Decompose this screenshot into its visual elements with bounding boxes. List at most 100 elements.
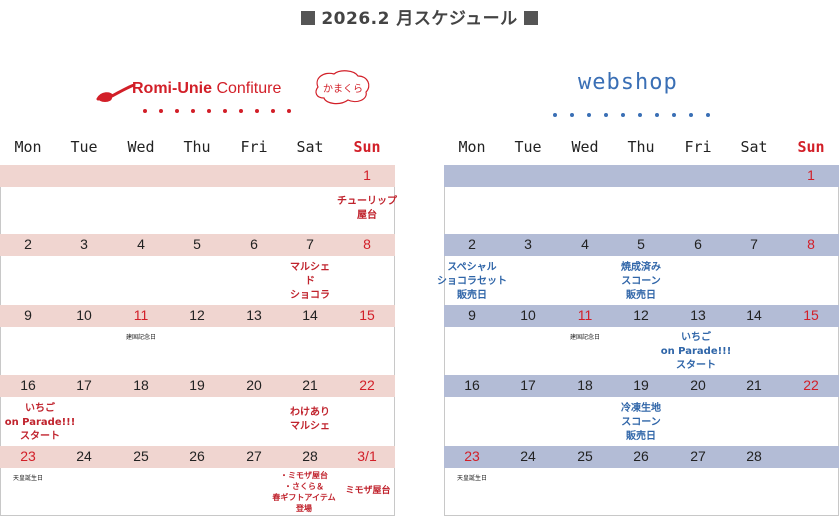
- spoon-icon: [96, 84, 136, 102]
- date-cell: 1: [807, 167, 815, 183]
- date-cell: 14: [302, 307, 318, 323]
- date-cell: 28: [746, 448, 762, 464]
- date-cell: 10: [76, 307, 92, 323]
- date-cell: 6: [694, 236, 702, 252]
- week-row: [0, 165, 395, 187]
- dow-sat: Sat: [296, 138, 324, 156]
- dow-sun: Sun: [797, 138, 825, 156]
- dow-fri: Fri: [240, 138, 268, 156]
- date-cell: 15: [803, 307, 819, 323]
- date-cell: 17: [76, 377, 92, 393]
- page-title: 2026.2 月スケジュール: [0, 4, 839, 29]
- date-cell: 21: [302, 377, 318, 393]
- date-cell: 6: [250, 236, 258, 252]
- brand-name-bold: Romi-Unie: [132, 80, 212, 97]
- date-cell: 20: [690, 377, 706, 393]
- event-text: ・ミモザ屋台 ・さくら＆ 春ギフトアイテム 登場: [272, 471, 336, 513]
- date-cell: 17: [520, 377, 536, 393]
- date-cell: 14: [746, 307, 762, 323]
- date-cell: 15: [359, 307, 375, 323]
- date-cell: 2: [468, 236, 476, 252]
- holiday-note: 天皇誕生日: [12, 475, 43, 482]
- dow-sun: Sun: [353, 138, 381, 156]
- event-text: チューリップ 屋台: [337, 196, 397, 221]
- dow-fri: Fri: [684, 138, 712, 156]
- date-cell: 3: [524, 236, 532, 252]
- date-cell: 22: [359, 377, 375, 393]
- date-cell: 7: [750, 236, 758, 252]
- date-cell: 13: [690, 307, 706, 323]
- date-cell: 23: [464, 448, 480, 464]
- week-row: [444, 375, 839, 397]
- date-cell: 5: [193, 236, 201, 252]
- dow-sat: Sat: [740, 138, 768, 156]
- date-cell: 22: [803, 377, 819, 393]
- holiday-note: 天皇誕生日: [456, 475, 487, 482]
- dow-mon: Mon: [458, 138, 486, 156]
- date-cell: 12: [633, 307, 649, 323]
- week-row: [444, 446, 839, 468]
- date-cell: 5: [637, 236, 645, 252]
- webshop-calendar: Mon Tue Wed Thu Fri Sat Sun 1 2 3 4 5 6 …: [437, 138, 839, 517]
- speech-bubble-icon: [315, 70, 370, 105]
- date-cell: 27: [690, 448, 706, 464]
- square-icon: [523, 11, 538, 25]
- dotted-line: [143, 109, 291, 113]
- event-text: 冷凍生地 スコーン 販売日: [621, 403, 661, 442]
- event-text: ミモザ屋台: [345, 486, 391, 496]
- bubble-text: かまくら: [323, 84, 363, 95]
- store-calendar: Mon Tue Wed Thu Fri Sat Sun 1 2 3 4 5 6 …: [0, 138, 397, 517]
- date-cell: 27: [246, 448, 262, 464]
- holiday-note: 建国記念日: [569, 334, 600, 341]
- brand-name: Romi-Unie Confiture: [132, 80, 281, 98]
- date-cell: 8: [363, 236, 371, 252]
- date-cell: 12: [189, 307, 205, 323]
- date-cell: 18: [577, 377, 593, 393]
- date-cell: 19: [633, 377, 649, 393]
- event-text: スペシャル ショコラセット 販売日: [437, 262, 507, 301]
- dow-tue: Tue: [70, 138, 98, 156]
- date-cell: 11: [577, 307, 593, 323]
- event-text: 焼成済み スコーン 販売日: [621, 262, 661, 301]
- date-cell: 9: [468, 307, 476, 323]
- date-cell: 16: [20, 377, 36, 393]
- date-cell: 4: [137, 236, 145, 252]
- date-cell: 24: [76, 448, 92, 464]
- event-text: わけあり マルシェ: [290, 407, 330, 432]
- dow-thu: Thu: [183, 138, 211, 156]
- event-text: マルシェドショコラ: [290, 262, 330, 301]
- week-row: [0, 446, 395, 468]
- date-cell: 13: [246, 307, 262, 323]
- date-cell: 3: [80, 236, 88, 252]
- date-cell: 11: [133, 307, 149, 323]
- date-cell: 8: [807, 236, 815, 252]
- date-cell: 18: [133, 377, 149, 393]
- week-row: [0, 234, 395, 256]
- date-cell: 24: [520, 448, 536, 464]
- date-cell: 2: [24, 236, 32, 252]
- date-cell: 10: [520, 307, 536, 323]
- date-cell: 4: [581, 236, 589, 252]
- holiday-note: 建国記念日: [125, 334, 156, 341]
- date-cell: 25: [577, 448, 593, 464]
- event-text: いちご on Parade!!! スタート: [660, 332, 732, 371]
- week-row: [444, 305, 839, 327]
- page-title-text: 2026.2 月スケジュール: [321, 9, 518, 29]
- date-cell: 9: [24, 307, 32, 323]
- week-row: [0, 375, 395, 397]
- brand-name-light: Confiture: [216, 80, 282, 97]
- week-row: [444, 165, 839, 187]
- week-row: [0, 305, 395, 327]
- dow-thu: Thu: [627, 138, 655, 156]
- date-cell: 20: [246, 377, 262, 393]
- dow-wed: Wed: [571, 138, 599, 156]
- date-cell: 25: [133, 448, 149, 464]
- date-cell: 26: [189, 448, 205, 464]
- date-cell: 19: [189, 377, 205, 393]
- date-cell: 7: [306, 236, 314, 252]
- dow-tue: Tue: [514, 138, 542, 156]
- week-row: [444, 234, 839, 256]
- event-text: いちご on Parade!!! スタート: [4, 403, 76, 442]
- date-cell: 3/1: [357, 448, 377, 464]
- dow-mon: Mon: [14, 138, 42, 156]
